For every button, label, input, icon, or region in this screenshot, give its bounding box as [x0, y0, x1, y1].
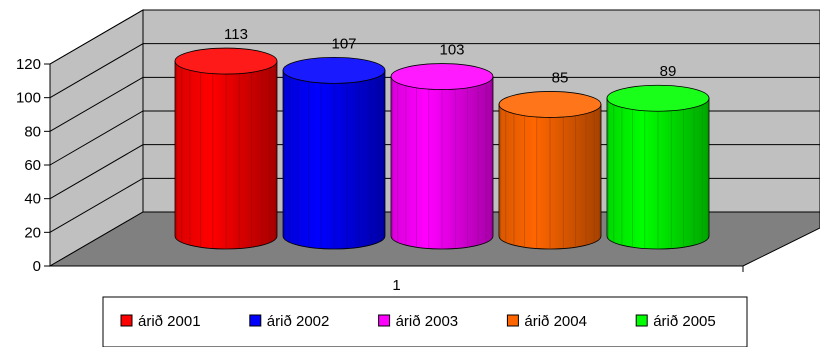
bar-3: [390, 63, 494, 250]
bars: [174, 47, 710, 250]
legend-swatch: [506, 314, 519, 327]
x-axis: 1: [50, 265, 744, 294]
legend-label: árið 2005: [653, 313, 716, 330]
bar-top: [282, 56, 386, 84]
y-axis: 0 20 40 60 80 100 120: [16, 56, 51, 275]
y-tick-label: 40: [24, 191, 41, 208]
data-label: 103: [439, 42, 464, 59]
legend-item: árið 2001: [120, 313, 201, 330]
legend-label: árið 2003: [396, 313, 459, 330]
legend-label: árið 2004: [524, 313, 587, 330]
data-label: 107: [331, 35, 356, 52]
bar-5: [606, 84, 710, 250]
legend-swatch: [249, 314, 262, 327]
y-tick-label: 0: [33, 258, 41, 275]
gridline: [49, 43, 820, 99]
legend-swatch: [120, 314, 133, 327]
data-label: 85: [552, 69, 569, 86]
bar-2: [282, 56, 386, 250]
gridline: [49, 9, 820, 65]
bar-top: [606, 84, 710, 112]
x-category-label: 1: [392, 277, 400, 294]
legend-item: árið 2002: [249, 313, 330, 330]
bar-1: [174, 47, 278, 250]
legend-item: árið 2003: [378, 313, 459, 330]
legend-item: árið 2005: [635, 313, 716, 330]
legend-swatch: [378, 314, 391, 327]
y-tick-label: 100: [16, 90, 41, 107]
bar-top: [174, 47, 278, 75]
legend-label: árið 2001: [138, 313, 201, 330]
data-labels: 113 107 103 85 89: [224, 26, 676, 86]
y-tick-label: 120: [16, 56, 41, 73]
bar-4: [498, 91, 602, 250]
bar-top: [498, 91, 602, 118]
y-tick-label: 80: [24, 123, 41, 140]
y-tick-label: 20: [24, 224, 41, 241]
data-label: 89: [660, 63, 677, 80]
data-label: 113: [224, 26, 248, 43]
legend-swatch: [635, 314, 648, 327]
legend-label: árið 2002: [267, 313, 330, 330]
gridline: [49, 76, 820, 132]
y-tick-label: 60: [24, 157, 41, 174]
legend: árið 2001 árið 2002 árið 2003 árið 2004 árið…: [102, 296, 748, 348]
legend-item: árið 2004: [506, 313, 587, 330]
bar-top: [390, 63, 494, 90]
